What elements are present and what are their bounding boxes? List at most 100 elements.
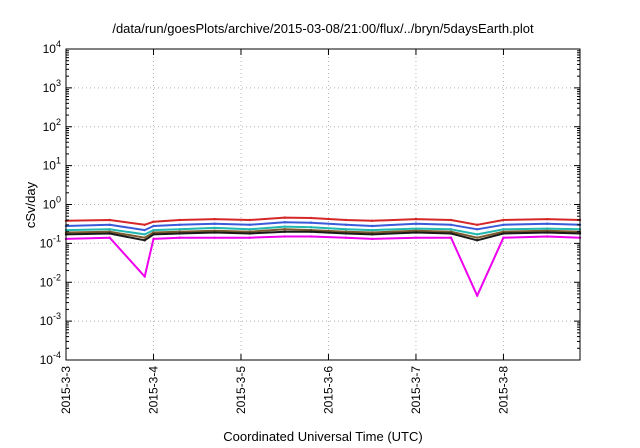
series-group	[64, 216, 582, 297]
series-5-point	[178, 232, 181, 235]
series-5-point	[371, 233, 374, 236]
y-axis-label: cSv/day	[23, 181, 38, 228]
series-1-point	[108, 218, 111, 222]
y-tick-label: 100	[43, 195, 61, 212]
series-4-point	[449, 230, 453, 233]
series-2-point	[476, 228, 479, 231]
series-6-point	[108, 236, 111, 239]
series-2-point	[309, 221, 313, 224]
y-tick-label: 10-2	[40, 272, 61, 289]
series-4-point	[283, 228, 286, 231]
series-5-point	[248, 232, 251, 235]
y-tick-label: 10-4	[40, 350, 61, 367]
series-4-point	[143, 236, 146, 239]
series-6-point	[309, 235, 313, 238]
series-1-point	[371, 219, 374, 222]
x-tick-label: 2015-3-5	[234, 366, 248, 414]
series-6-point	[283, 235, 286, 238]
series-2-point	[108, 223, 111, 226]
series-2-point	[283, 221, 286, 224]
series-1-point	[449, 218, 453, 222]
y-axis: 10-4 10-3 10-2 10-1 100 101 102 103 104	[40, 39, 580, 367]
series-3-point	[213, 226, 216, 230]
series-3-point	[449, 228, 453, 231]
series-3-point	[309, 226, 313, 229]
series-3-point	[414, 227, 418, 230]
series-2-point	[152, 224, 155, 228]
y-tick-label: 10-3	[40, 311, 61, 328]
series-6-point	[178, 236, 181, 239]
series-2-point	[502, 223, 505, 226]
series-4-point	[178, 230, 181, 233]
series-1-point	[502, 218, 505, 222]
series-4-point	[344, 230, 348, 233]
series-6-point	[546, 235, 549, 238]
series-2-point	[344, 223, 348, 226]
series-6-point	[371, 237, 374, 241]
series-4-point	[502, 230, 505, 233]
series-1-point	[143, 223, 146, 226]
series-3-point	[248, 228, 251, 231]
series-3-point	[143, 233, 146, 236]
series-5-point	[546, 231, 549, 234]
series-1-point	[178, 218, 181, 222]
series-6-point	[476, 294, 479, 297]
series-1-point	[414, 217, 418, 221]
series-5-point	[213, 231, 216, 234]
series-4-point	[476, 236, 479, 239]
series-3-point	[476, 233, 479, 236]
series-5-point	[152, 233, 155, 236]
series-3-point	[546, 227, 549, 230]
series-1-point	[213, 217, 216, 221]
series-5-point	[283, 230, 286, 233]
series-2-point	[248, 223, 251, 226]
series-4-point	[213, 229, 216, 232]
series-2-point	[371, 224, 374, 228]
series-5-point	[143, 239, 146, 242]
series-line-6	[65, 235, 581, 297]
series-6-point	[414, 236, 418, 239]
series-4-point	[414, 229, 418, 232]
series-3-point	[283, 225, 286, 228]
series-1-point	[476, 223, 479, 226]
series-2-point	[178, 223, 181, 226]
x-axis: 2015-3-3 2015-3-4 2015-3-5 2015-3-6 2015-3-7…	[59, 49, 510, 414]
series-3-point	[344, 228, 348, 231]
series-3-point	[108, 228, 111, 231]
x-tick-label: 2015-3-3	[59, 366, 73, 414]
series-1-point	[344, 218, 348, 222]
series-6-point	[449, 236, 453, 239]
series-1-point	[309, 216, 313, 220]
y-tick-label: 102	[43, 117, 61, 134]
chart-title: /data/run/goesPlots/archive/2015-03-08/2…	[112, 21, 534, 36]
x-tick-label: 2015-3-8	[496, 366, 510, 414]
x-tick-label: 2015-3-7	[409, 366, 423, 414]
x-tick-label: 2015-3-4	[146, 366, 160, 414]
series-6-point	[502, 236, 505, 239]
series-6-point	[152, 237, 155, 241]
series-2-point	[414, 222, 418, 225]
series-5-point	[476, 239, 479, 242]
series-4-point	[248, 230, 251, 233]
series-5-point	[414, 231, 418, 234]
series-3-point	[502, 228, 505, 231]
series-4-point	[371, 231, 374, 234]
series-6-point	[248, 236, 251, 239]
series-6-point	[143, 275, 146, 278]
series-3-point	[371, 228, 374, 232]
series-4-point	[546, 229, 549, 232]
y-tick-label: 103	[43, 78, 61, 95]
series-3-point	[178, 228, 181, 231]
series-4-point	[152, 231, 155, 234]
series-1-point	[546, 217, 549, 221]
series-2-point	[213, 222, 216, 225]
series-2-point	[449, 223, 453, 226]
series-6-point	[344, 236, 348, 239]
series-1-point	[152, 220, 155, 223]
x-axis-label: Coordinated Universal Time (UTC)	[223, 429, 422, 444]
series-3-point	[152, 228, 155, 232]
series-5-point	[449, 232, 453, 235]
series-4-point	[108, 230, 111, 233]
series-5-point	[108, 232, 111, 235]
grid	[66, 49, 580, 360]
